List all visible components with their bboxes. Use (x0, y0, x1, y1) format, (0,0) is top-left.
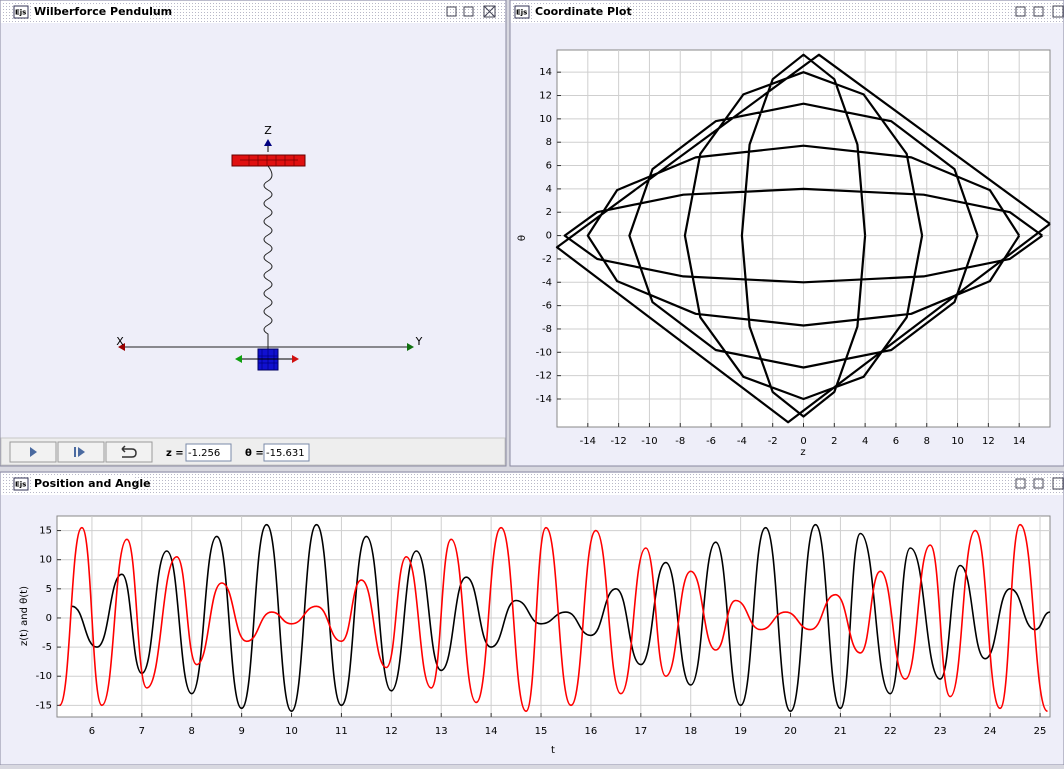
y-tick-label: -6 (542, 301, 552, 312)
y-tick-label: 5 (46, 584, 52, 595)
axis-label-x: X (116, 335, 124, 348)
x-tick-label: 2 (831, 436, 837, 447)
y-axis-label: z(t) and θ(t) (19, 586, 30, 646)
window-title: Coordinate Plot (535, 5, 632, 18)
play-button[interactable] (10, 442, 56, 462)
x-tick-label: -4 (737, 436, 747, 447)
y-tick-label: 0 (546, 231, 552, 242)
y-tick-label: 10 (39, 555, 52, 566)
x-tick-label: 6 (893, 436, 899, 447)
y-tick-label: -4 (542, 277, 552, 288)
page: {"windows": { "pendulum": {"title": "Wil… (0, 0, 1064, 765)
x-tick-label: 9 (238, 726, 244, 737)
y-tick-label: -15 (36, 700, 52, 711)
x-tick-label: -12 (610, 436, 626, 447)
x-tick-label: 8 (924, 436, 930, 447)
y-tick-label: -10 (536, 347, 552, 358)
x-tick-label: -8 (675, 436, 685, 447)
window-title: Position and Angle (34, 477, 151, 490)
y-tick-label: 8 (546, 137, 552, 148)
x-tick-label: 19 (734, 726, 747, 737)
x-tick-label: -6 (706, 436, 716, 447)
coordinate-window: Ejs Coordinate Plot (510, 0, 1064, 466)
x-tick-label: 24 (984, 726, 997, 737)
y-tick-label: -10 (36, 671, 52, 682)
y-tick-label: -2 (542, 254, 552, 265)
y-tick-label: 12 (539, 91, 552, 102)
x-tick-label: 6 (89, 726, 95, 737)
y-tick-label: -8 (542, 324, 552, 335)
title-bar[interactable] (1, 473, 1063, 495)
x-tick-label: 10 (285, 726, 298, 737)
x-tick-label: -2 (768, 436, 778, 447)
y-tick-label: 15 (39, 526, 52, 537)
x-tick-label: 13 (435, 726, 448, 737)
field-value: -1.256 (188, 448, 220, 459)
x-tick-label: 25 (1034, 726, 1047, 737)
x-tick-label: 16 (585, 726, 598, 737)
field-label: θ = (245, 448, 264, 459)
y-axis-label: θ (517, 235, 528, 241)
x-tick-label: 11 (335, 726, 348, 737)
window-frame (0, 0, 506, 466)
y-tick-label: -5 (42, 642, 52, 653)
y-tick-label: 4 (546, 184, 552, 195)
y-tick-label: 2 (546, 207, 552, 218)
x-axis-label: t (551, 745, 555, 756)
window-title: Wilberforce Pendulum (34, 5, 172, 18)
x-tick-label: 0 (800, 436, 806, 447)
x-tick-label: 17 (634, 726, 647, 737)
x-tick-label: 10 (951, 436, 964, 447)
icon-text: Ejs (15, 481, 26, 489)
x-tick-label: 21 (834, 726, 847, 737)
y-tick-label: 0 (46, 613, 52, 624)
field-label: z = (166, 448, 184, 459)
axis-label-z: Z (264, 124, 272, 137)
x-tick-label: 4 (862, 436, 868, 447)
x-axis-label: z (800, 447, 805, 458)
reset-button[interactable] (106, 442, 152, 462)
y-tick-label: -12 (536, 371, 552, 382)
x-tick-label: 8 (189, 726, 195, 737)
desktop: Ejs Wilberforce Pendulum Z X Y (0, 0, 1064, 765)
icon-text: Ejs (15, 9, 26, 17)
x-tick-label: 14 (485, 726, 498, 737)
x-tick-label: 12 (385, 726, 398, 737)
y-tick-label: -14 (536, 394, 552, 405)
x-tick-label: -14 (580, 436, 596, 447)
y-tick-label: 14 (539, 67, 552, 78)
x-tick-label: 15 (535, 726, 548, 737)
y-tick-label: 10 (539, 114, 552, 125)
x-tick-label: 12 (982, 436, 995, 447)
y-tick-label: 6 (546, 161, 552, 172)
x-tick-label: 14 (1013, 436, 1026, 447)
axis-label-y: Y (415, 335, 423, 348)
x-tick-label: 23 (934, 726, 947, 737)
pendulum-window: Ejs Wilberforce Pendulum Z X Y (0, 0, 506, 466)
icon-text: Ejs (516, 9, 527, 17)
field-value: -15.631 (266, 448, 305, 459)
x-tick-label: -10 (641, 436, 657, 447)
x-tick-label: 20 (784, 726, 797, 737)
x-tick-label: 7 (139, 726, 145, 737)
step-button[interactable] (58, 442, 104, 462)
x-tick-label: 22 (884, 726, 897, 737)
x-tick-label: 18 (684, 726, 697, 737)
